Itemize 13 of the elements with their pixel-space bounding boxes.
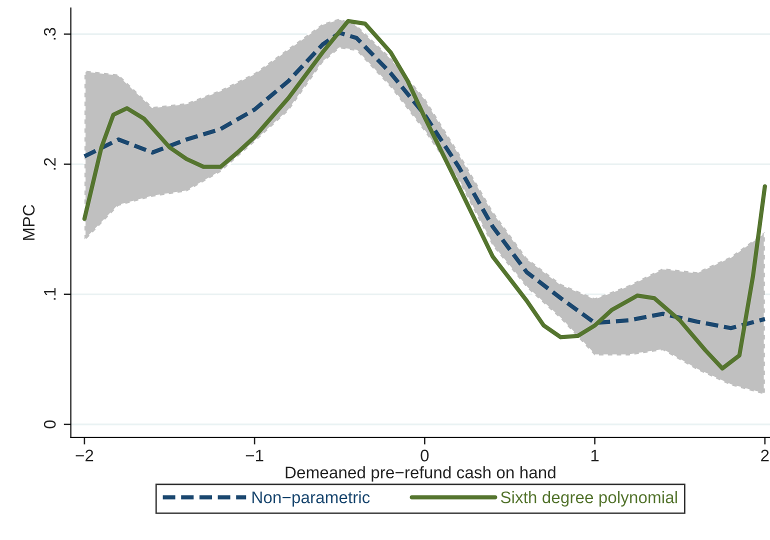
y-tick-label: .1: [44, 288, 56, 300]
x-tick-label: 0: [420, 450, 429, 462]
x-tick-label: −1: [246, 450, 264, 462]
x-tick-label: 1: [591, 450, 599, 462]
y-tick-label: .3: [44, 28, 56, 40]
y-axis-title: MPC: [22, 204, 35, 240]
x-tick-label: 2: [761, 450, 769, 462]
x-axis-title: Demeaned pre−refund cash on hand: [286, 466, 556, 482]
y-tick-label: .2: [44, 158, 56, 170]
x-tick-label: −2: [76, 450, 94, 462]
y-tick-label: 0: [44, 420, 56, 428]
text: Sixth degree polynomial: [500, 491, 677, 507]
text: Non−parametric: [252, 491, 370, 507]
